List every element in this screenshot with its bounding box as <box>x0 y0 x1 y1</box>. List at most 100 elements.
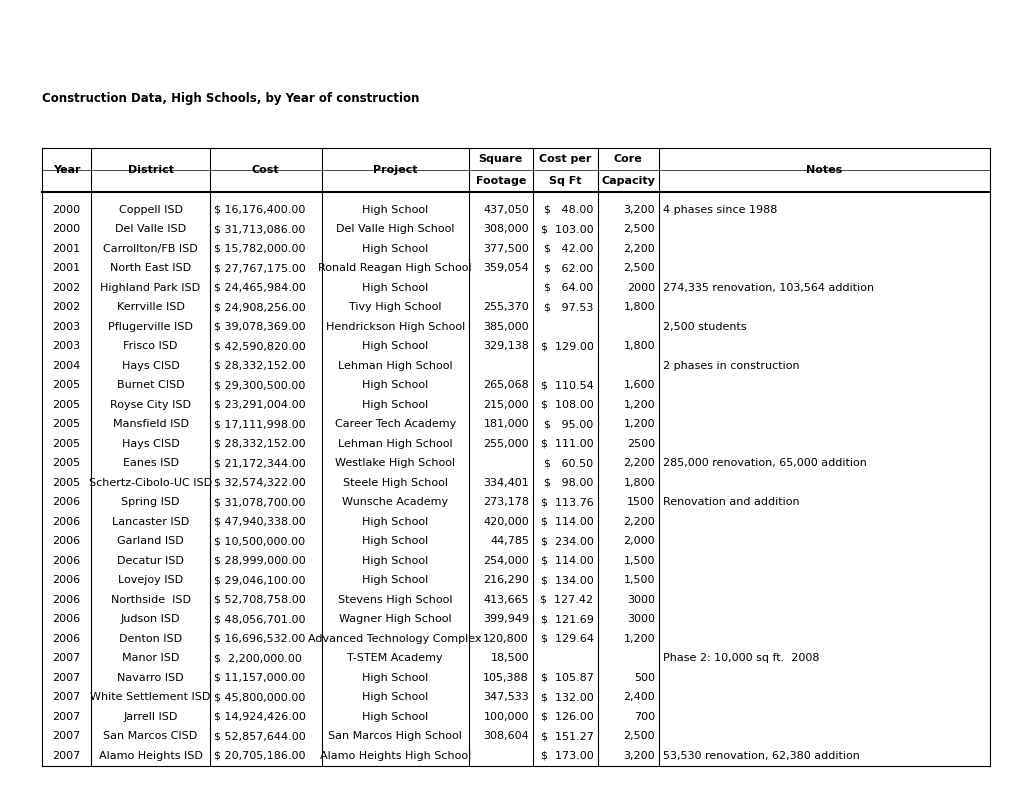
Text: Highland Park ISD: Highland Park ISD <box>101 283 201 293</box>
Text: 255,000: 255,000 <box>483 439 529 448</box>
Text: 3000: 3000 <box>627 595 654 604</box>
Text: Sq Ft: Sq Ft <box>548 176 581 186</box>
Text: $ 42,590,820.00: $ 42,590,820.00 <box>214 341 306 351</box>
Text: 2,500: 2,500 <box>623 225 654 234</box>
Text: 18,500: 18,500 <box>490 653 529 663</box>
Text: Kerrville ISD: Kerrville ISD <box>116 303 184 312</box>
Text: Lancaster ISD: Lancaster ISD <box>112 517 189 526</box>
Text: $  126.00: $ 126.00 <box>540 712 593 722</box>
Text: High School: High School <box>362 556 428 566</box>
Text: 2002: 2002 <box>52 303 81 312</box>
Text: District: District <box>127 165 173 175</box>
Text: High School: High School <box>362 575 428 585</box>
Text: High School: High School <box>362 537 428 546</box>
Text: 2000: 2000 <box>53 225 81 234</box>
Text: 2000: 2000 <box>53 205 81 215</box>
Text: $ 24,465,984.00: $ 24,465,984.00 <box>214 283 306 293</box>
Text: High School: High School <box>362 381 428 390</box>
Text: 2006: 2006 <box>53 497 81 507</box>
Text: $ 15,782,000.00: $ 15,782,000.00 <box>214 243 305 254</box>
Text: $  108.00: $ 108.00 <box>540 400 593 410</box>
Text: Westlake High School: Westlake High School <box>334 459 454 468</box>
Text: 2005: 2005 <box>53 459 81 468</box>
Text: $  110.54: $ 110.54 <box>540 381 593 390</box>
Text: 420,000: 420,000 <box>483 517 529 526</box>
Text: Hays CISD: Hays CISD <box>121 361 179 370</box>
Text: 2001: 2001 <box>53 243 81 254</box>
Text: $ 28,332,152.00: $ 28,332,152.00 <box>214 361 305 370</box>
Text: 2 phases in construction: 2 phases in construction <box>662 361 799 370</box>
Text: Eanes ISD: Eanes ISD <box>122 459 178 468</box>
Text: Lovejoy ISD: Lovejoy ISD <box>118 575 183 585</box>
Text: 2007: 2007 <box>52 653 81 663</box>
Text: 2007: 2007 <box>52 692 81 702</box>
Text: 3,200: 3,200 <box>623 205 654 215</box>
Text: 1,200: 1,200 <box>623 400 654 410</box>
Text: 1,800: 1,800 <box>623 478 654 488</box>
Text: $  113.76: $ 113.76 <box>540 497 593 507</box>
Text: Manor ISD: Manor ISD <box>121 653 179 663</box>
Text: Advanced Technology Complex: Advanced Technology Complex <box>308 634 481 644</box>
Text: $  234.00: $ 234.00 <box>540 537 593 546</box>
Text: 500: 500 <box>634 673 654 682</box>
Text: $ 16,176,400.00: $ 16,176,400.00 <box>214 205 305 215</box>
Text: High School: High School <box>362 673 428 682</box>
Text: 3,200: 3,200 <box>623 751 654 760</box>
Text: $ 52,708,758.00: $ 52,708,758.00 <box>214 595 306 604</box>
Text: $  114.00: $ 114.00 <box>540 517 593 526</box>
Text: 2005: 2005 <box>53 381 81 390</box>
Text: 385,000: 385,000 <box>483 322 529 332</box>
Text: Alamo Heights ISD: Alamo Heights ISD <box>99 751 203 760</box>
Text: $  173.00: $ 173.00 <box>540 751 593 760</box>
Text: Hendrickson High School: Hendrickson High School <box>325 322 465 332</box>
Text: 2007: 2007 <box>52 731 81 742</box>
Text: $ 27,767,175.00: $ 27,767,175.00 <box>214 263 306 273</box>
Text: 273,178: 273,178 <box>483 497 529 507</box>
Text: High School: High School <box>362 400 428 410</box>
Text: Ronald Reagan High School: Ronald Reagan High School <box>318 263 472 273</box>
Text: Hays CISD: Hays CISD <box>121 439 179 448</box>
Text: $   62.00: $ 62.00 <box>544 263 593 273</box>
Text: 2004: 2004 <box>52 361 81 370</box>
Text: $ 21,172,344.00: $ 21,172,344.00 <box>214 459 306 468</box>
Text: North East ISD: North East ISD <box>110 263 191 273</box>
Text: Navarro ISD: Navarro ISD <box>117 673 183 682</box>
Text: 334,401: 334,401 <box>483 478 529 488</box>
Text: $   95.00: $ 95.00 <box>544 419 593 429</box>
Text: $ 14,924,426.00: $ 14,924,426.00 <box>214 712 306 722</box>
Text: Spring ISD: Spring ISD <box>121 497 179 507</box>
Text: $  132.00: $ 132.00 <box>540 692 593 702</box>
Text: Decatur ISD: Decatur ISD <box>117 556 183 566</box>
Text: 254,000: 254,000 <box>483 556 529 566</box>
Text: 2,400: 2,400 <box>623 692 654 702</box>
Text: $ 24,908,256.00: $ 24,908,256.00 <box>214 303 306 312</box>
Text: $  134.00: $ 134.00 <box>540 575 593 585</box>
Text: 1,200: 1,200 <box>623 634 654 644</box>
Text: Denton ISD: Denton ISD <box>119 634 182 644</box>
Text: Judson ISD: Judson ISD <box>120 615 180 624</box>
Text: 4 phases since 1988: 4 phases since 1988 <box>662 205 776 215</box>
Text: 2007: 2007 <box>52 673 81 682</box>
Text: Coppell ISD: Coppell ISD <box>118 205 182 215</box>
Text: $ 47,940,338.00: $ 47,940,338.00 <box>214 517 306 526</box>
Text: $ 10,500,000.00: $ 10,500,000.00 <box>214 537 305 546</box>
Text: 308,000: 308,000 <box>483 225 529 234</box>
Text: Year: Year <box>53 165 81 175</box>
Text: $  114.00: $ 114.00 <box>540 556 593 566</box>
Text: $  105.87: $ 105.87 <box>540 673 593 682</box>
Text: $  111.00: $ 111.00 <box>540 439 593 448</box>
Text: 216,290: 216,290 <box>483 575 529 585</box>
Text: 2006: 2006 <box>53 615 81 624</box>
Text: 2006: 2006 <box>53 634 81 644</box>
Text: $ 39,078,369.00: $ 39,078,369.00 <box>214 322 305 332</box>
Text: Career Tech Academy: Career Tech Academy <box>334 419 455 429</box>
Text: $ 28,999,000.00: $ 28,999,000.00 <box>214 556 306 566</box>
Text: $   48.00: $ 48.00 <box>543 205 593 215</box>
Text: 399,949: 399,949 <box>482 615 529 624</box>
Text: Del Valle High School: Del Valle High School <box>335 225 453 234</box>
Text: High School: High School <box>362 283 428 293</box>
Text: 2006: 2006 <box>53 517 81 526</box>
Text: Del Valle ISD: Del Valle ISD <box>115 225 185 234</box>
Text: 1,800: 1,800 <box>623 341 654 351</box>
Text: Mansfield ISD: Mansfield ISD <box>112 419 189 429</box>
